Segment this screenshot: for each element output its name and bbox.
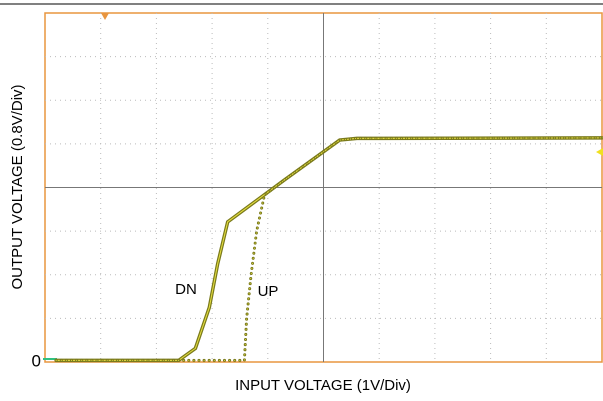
trace xyxy=(54,136,603,363)
trace xyxy=(54,136,603,362)
trigger-marker xyxy=(101,13,109,20)
y-tick-label: 0 xyxy=(32,351,41,370)
trace-highlight xyxy=(55,137,603,361)
grid xyxy=(45,13,602,362)
trace-highlight xyxy=(55,137,603,361)
y-axis-label: OUTPUT VOLTAGE (0.8V/Div) xyxy=(9,84,26,289)
series-label: DN xyxy=(175,281,197,298)
series-label: UP xyxy=(258,283,279,300)
x-axis-label: INPUT VOLTAGE (1V/Div) xyxy=(235,377,411,394)
level-marker xyxy=(596,148,603,156)
